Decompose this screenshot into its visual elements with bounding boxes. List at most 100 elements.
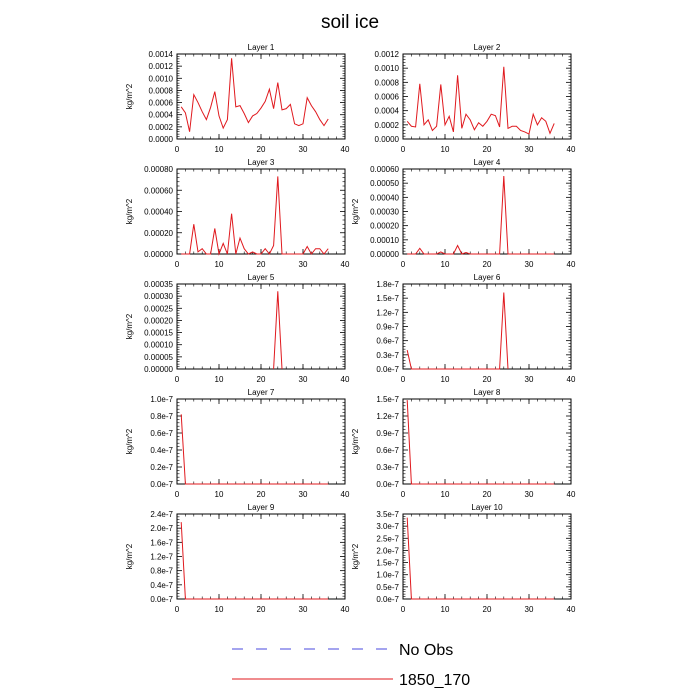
- plot-frame: [402, 168, 572, 255]
- x-tick-label: 20: [257, 605, 266, 614]
- x-tick-label: 40: [567, 490, 576, 499]
- x-tick-label: 10: [441, 145, 450, 154]
- series-line: [181, 176, 329, 256]
- series-line: [406, 400, 555, 485]
- plot-frame: [402, 398, 572, 485]
- series-line: [180, 522, 329, 600]
- y-tick-label: 0.0008: [375, 78, 400, 87]
- y-tick-label: 0.0004: [375, 107, 400, 116]
- y-tick-label: 0.0002: [375, 121, 400, 130]
- y-axis-label: kg/m^2: [351, 198, 360, 224]
- x-tick-label: 40: [341, 605, 350, 614]
- series-line: [406, 292, 509, 370]
- x-tick-label: 30: [299, 375, 308, 384]
- y-tick-label: 0.0014: [149, 50, 174, 59]
- x-tick-label: 20: [483, 375, 492, 384]
- y-tick-label: 0.00040: [370, 193, 399, 202]
- y-axis-label: kg/m^2: [125, 83, 134, 109]
- panel-layer-1: Layer 1 0 10 20 30 40 0.0000 0.0002 0.0004 0.0006…: [125, 43, 350, 154]
- x-tick-label: 0: [175, 145, 180, 154]
- y-tick-label: 0.00030: [144, 292, 173, 301]
- y-tick-label: 0.6e-7: [376, 446, 399, 455]
- y-tick-label: 0.00030: [370, 208, 399, 217]
- y-tick-label: 1.5e-7: [376, 294, 399, 303]
- panel-layer-2: Layer 2 0 10 20 30 40 0.0000 0.0002 0.0004 0.0006…: [375, 43, 576, 154]
- y-tick-label: 1.6e-7: [150, 538, 173, 547]
- y-tick-label: 2.5e-7: [376, 534, 399, 543]
- x-tick-label: 0: [175, 490, 180, 499]
- panel-layer-7: Layer 7 0 10 20 30 40 0.0e-7 0.2e-7 0.4e-7 0.6e-7…: [125, 388, 350, 499]
- x-tick-label: 0: [175, 260, 180, 269]
- y-tick-label: 0.0010: [149, 74, 174, 83]
- y-tick-label: 0.00020: [370, 222, 399, 231]
- x-tick-label: 30: [525, 145, 534, 154]
- x-tick-label: 20: [257, 145, 266, 154]
- y-tick-label: 0.00000: [144, 365, 173, 374]
- y-tick-label: 0.0006: [149, 99, 174, 108]
- x-tick-label: 40: [567, 605, 576, 614]
- plot-frame: [402, 53, 572, 140]
- panel-layer-9: Layer 9 0 10 20 30 40 0.0e-7 0.4e-7 0.8e-7 1.2e-7…: [125, 503, 350, 614]
- y-tick-label: 0.00000: [144, 250, 173, 259]
- series-line: [407, 176, 555, 255]
- x-tick-label: 30: [299, 490, 308, 499]
- y-tick-label: 0.0e-7: [376, 365, 399, 374]
- y-tick-label: 0.00020: [144, 229, 173, 238]
- panel-title: Layer 1: [248, 43, 275, 52]
- y-axis-label: kg/m^2: [125, 198, 134, 224]
- panel-layer-3: Layer 3 0 10 20 30 40 0.00000 0.00020 0.00040 0.0…: [125, 158, 350, 269]
- y-tick-label: 0.8e-7: [150, 412, 173, 421]
- x-tick-label: 20: [257, 490, 266, 499]
- y-axis-label: kg/m^2: [125, 428, 134, 454]
- y-tick-label: 0.0006: [375, 93, 400, 102]
- y-tick-label: 3.5e-7: [376, 510, 399, 519]
- y-tick-label: 0.4e-7: [150, 446, 173, 455]
- panel-title: Layer 2: [474, 43, 501, 52]
- y-tick-label: 0.00035: [144, 280, 173, 289]
- series-line: [180, 414, 329, 485]
- x-tick-label: 40: [567, 375, 576, 384]
- y-tick-label: 2.0e-7: [150, 524, 173, 533]
- x-tick-label: 20: [483, 260, 492, 269]
- y-tick-label: 0.0e-7: [376, 480, 399, 489]
- x-tick-label: 30: [525, 605, 534, 614]
- panel-title: Layer 3: [248, 158, 275, 167]
- series-line: [406, 66, 555, 135]
- y-tick-label: 2.4e-7: [150, 510, 173, 519]
- panel-title: Layer 5: [248, 273, 275, 282]
- panel-title: Layer 7: [248, 388, 275, 397]
- x-tick-label: 30: [525, 490, 534, 499]
- y-tick-label: 0.0e-7: [150, 595, 173, 604]
- x-tick-label: 0: [175, 375, 180, 384]
- plot-frame: [402, 513, 572, 600]
- x-tick-label: 20: [257, 260, 266, 269]
- y-tick-label: 0.9e-7: [376, 429, 399, 438]
- y-tick-label: 1.2e-7: [376, 308, 399, 317]
- series-line: [180, 58, 329, 132]
- x-tick-label: 10: [441, 375, 450, 384]
- y-tick-label: 0.00015: [144, 329, 173, 338]
- y-tick-label: 0.6e-7: [150, 429, 173, 438]
- x-tick-label: 30: [299, 605, 308, 614]
- y-tick-label: 3.0e-7: [376, 522, 399, 531]
- legend-label-2: 1850_170: [399, 672, 470, 689]
- y-axis-label: kg/m^2: [125, 313, 134, 339]
- plot-frame: [402, 283, 572, 370]
- y-tick-label: 1.2e-7: [376, 412, 399, 421]
- y-tick-label: 0.8e-7: [150, 567, 173, 576]
- panel-title: Layer 6: [474, 273, 501, 282]
- y-tick-label: 0.6e-7: [376, 337, 399, 346]
- y-tick-label: 0.0e-7: [376, 595, 399, 604]
- y-tick-label: 0.00000: [370, 250, 399, 259]
- y-tick-label: 0.9e-7: [376, 323, 399, 332]
- y-tick-label: 0.00050: [370, 179, 399, 188]
- figure-title: soil ice: [321, 12, 379, 33]
- x-tick-label: 30: [299, 145, 308, 154]
- plot-frame: [176, 398, 346, 485]
- y-tick-label: 0.00010: [144, 341, 173, 350]
- y-tick-label: 0.0008: [149, 86, 174, 95]
- panel-title: Layer 4: [474, 158, 501, 167]
- y-tick-label: 1.5e-7: [376, 559, 399, 568]
- panel-grid: Layer 10 10 20 30 400.00000.00020.00040.0006…: [125, 43, 576, 614]
- y-tick-label: 2.0e-7: [376, 546, 399, 555]
